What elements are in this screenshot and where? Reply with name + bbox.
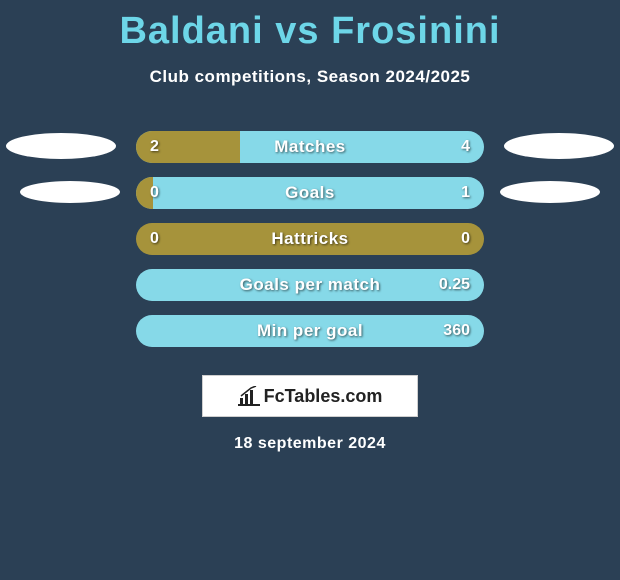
- fctables-logo[interactable]: FcTables.com: [202, 375, 418, 417]
- chart-icon: [238, 386, 260, 406]
- snapshot-date: 18 september 2024: [0, 435, 620, 453]
- page-subtitle: Club competitions, Season 2024/2025: [0, 67, 620, 87]
- stat-label: Matches: [136, 137, 484, 157]
- right-value: 0.25: [439, 276, 470, 294]
- stat-bar: 2 Matches 4: [136, 131, 484, 163]
- stat-bar: 0 Hattricks 0: [136, 223, 484, 255]
- player-left-marker: [20, 181, 120, 203]
- stat-label: Hattricks: [136, 229, 484, 249]
- stat-bar: Min per goal 360: [136, 315, 484, 347]
- stat-label: Min per goal: [136, 321, 484, 341]
- stat-label: Goals: [136, 183, 484, 203]
- player-left-marker: [6, 133, 116, 159]
- right-value: 4: [461, 138, 470, 156]
- stat-row-hattricks: 0 Hattricks 0: [0, 219, 620, 265]
- stat-bar: Goals per match 0.25: [136, 269, 484, 301]
- stat-row-goals: 0 Goals 1: [0, 173, 620, 219]
- stat-label: Goals per match: [136, 275, 484, 295]
- stat-row-matches: 2 Matches 4: [0, 127, 620, 173]
- comparison-chart: 2 Matches 4 0 Goals 1 0 Hattricks 0: [0, 127, 620, 357]
- stat-bar: 0 Goals 1: [136, 177, 484, 209]
- stat-row-gpm: Goals per match 0.25: [0, 265, 620, 311]
- stat-row-mpg: Min per goal 360: [0, 311, 620, 357]
- right-value: 360: [443, 322, 470, 340]
- right-value: 1: [461, 184, 470, 202]
- page-title: Baldani vs Frosinini: [0, 0, 620, 53]
- logo-text: FcTables.com: [264, 386, 383, 407]
- right-value: 0: [461, 230, 470, 248]
- player-right-marker: [504, 133, 614, 159]
- player-right-marker: [500, 181, 600, 203]
